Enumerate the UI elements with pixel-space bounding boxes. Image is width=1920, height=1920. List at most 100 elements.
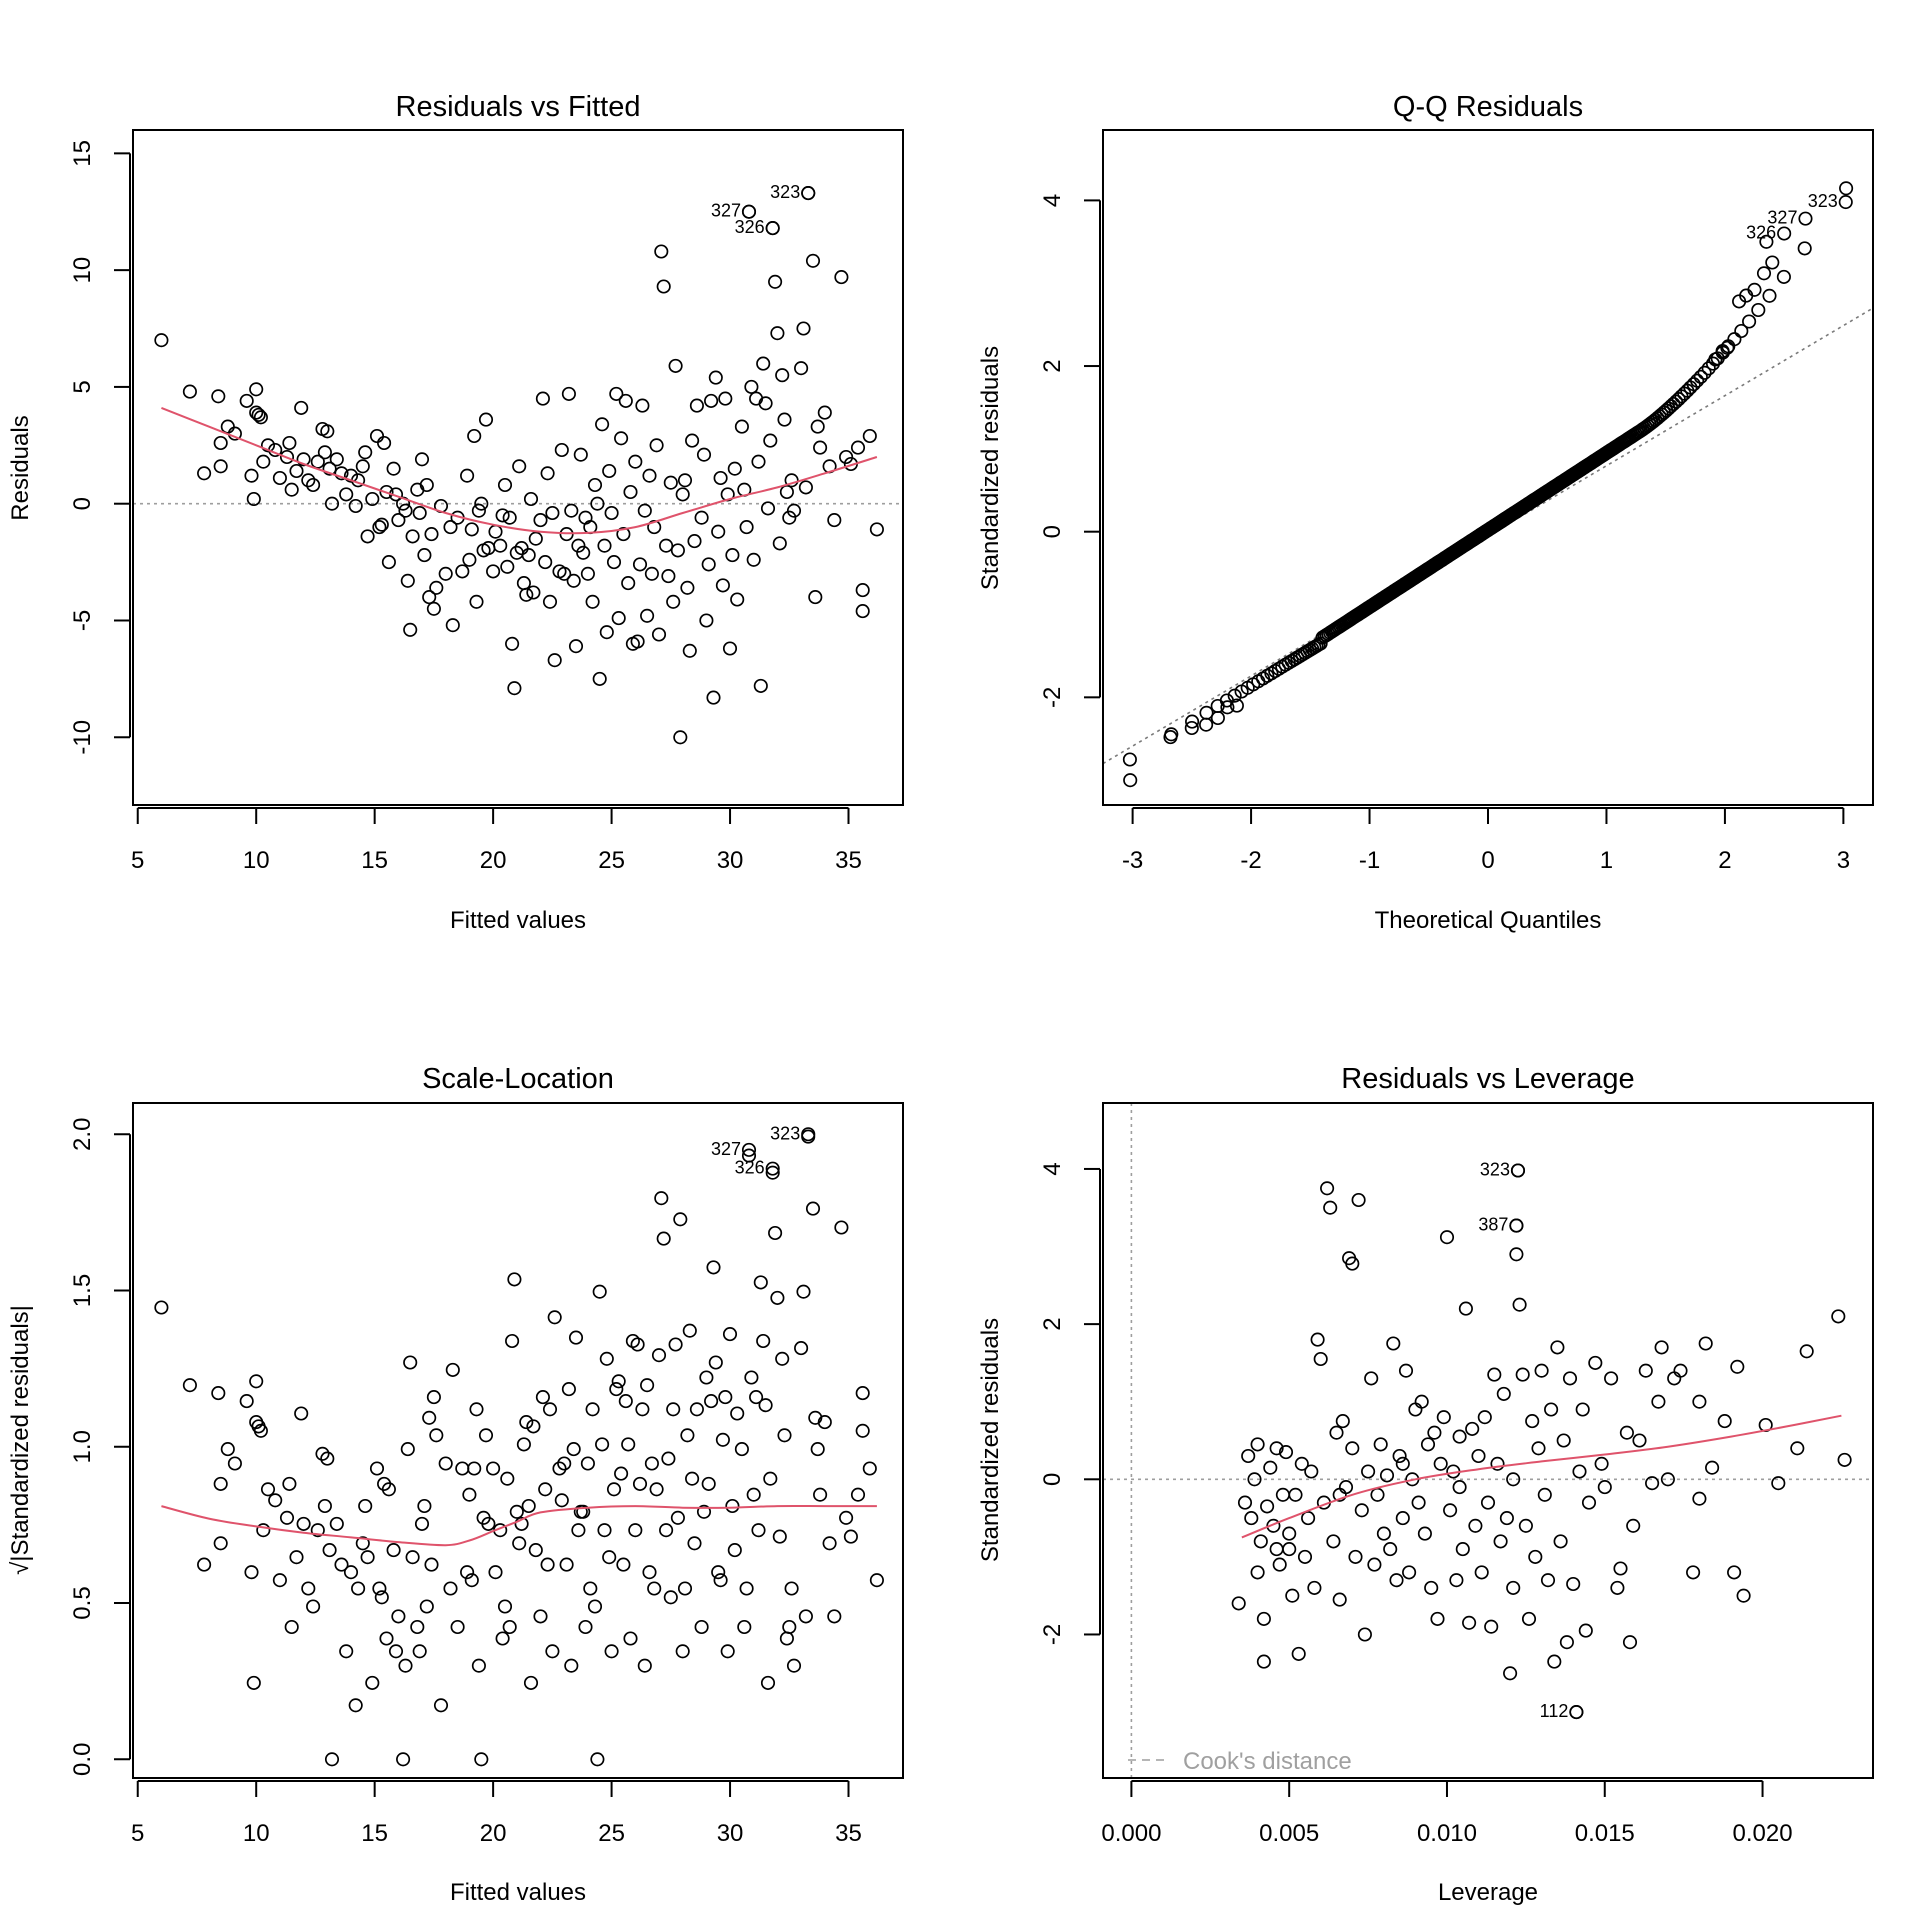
data-point [1452, 1480, 1467, 1495]
smoother-line [161, 407, 878, 535]
data-point [673, 1212, 688, 1227]
data-point [749, 1390, 764, 1405]
data-point [469, 1402, 484, 1417]
data-point [249, 405, 264, 420]
data-point [779, 484, 794, 500]
data-point [1667, 1371, 1682, 1386]
data-point [315, 1446, 330, 1461]
data-point [1638, 1363, 1653, 1378]
data-point [661, 569, 676, 584]
y-axis-label: Standardized residuals [977, 346, 1004, 590]
data-point [1427, 1425, 1442, 1440]
data-point [445, 618, 460, 633]
data-point [1436, 1410, 1451, 1425]
y-axis: 0.0 0.5 1.0 1.5 2.0 [69, 1118, 131, 1776]
x-tick-label: 20 [480, 847, 507, 874]
data-point [1506, 1472, 1521, 1487]
data-point [433, 1698, 449, 1713]
data-point [329, 1516, 344, 1531]
data-point [1367, 1557, 1382, 1572]
data-point [343, 1565, 359, 1580]
data-point [1256, 1611, 1271, 1626]
panel-qq-residuals: Q-Q Residuals Theoretical Quantiles Stan… [977, 91, 1874, 934]
panel-residuals-vs-fitted: Residuals vs Fitted Fitted values Residu… [7, 91, 904, 934]
data-point [663, 475, 678, 490]
data-point [1692, 1491, 1707, 1506]
data-point [1370, 1487, 1385, 1502]
data-point [1581, 1495, 1597, 1510]
data-point [656, 279, 671, 294]
data-point [391, 513, 406, 528]
data-point [768, 1225, 783, 1241]
data-point [500, 559, 515, 574]
data-point [796, 1284, 811, 1299]
data-point [834, 270, 849, 285]
data-point [519, 587, 534, 602]
x-axis: 5 10 15 20 25 30 35 [131, 807, 862, 874]
data-point [320, 1451, 335, 1466]
data-point [675, 1644, 690, 1659]
data-point [1715, 344, 1730, 359]
data-point [1373, 1437, 1388, 1452]
data-point [348, 1698, 363, 1713]
data-point [1278, 1445, 1294, 1460]
data-point [850, 440, 866, 455]
data-point [1717, 1414, 1732, 1429]
data-point [827, 1609, 842, 1624]
data-point [597, 1523, 612, 1538]
data-point [310, 1523, 325, 1538]
data-point [1727, 332, 1742, 347]
data-point [460, 1565, 475, 1580]
data-point [1439, 1230, 1455, 1245]
point-label: 326 [735, 217, 765, 237]
data-point [386, 461, 401, 476]
data-point [1398, 1363, 1414, 1378]
data-point [756, 1333, 771, 1349]
data-point [398, 1658, 413, 1673]
data-point [540, 1557, 555, 1572]
data-point [403, 1355, 418, 1370]
data-point [1474, 1565, 1489, 1580]
point-label: 323 [1808, 191, 1838, 211]
data-point [474, 496, 489, 511]
data-point [1424, 1580, 1439, 1595]
data-point [1383, 1542, 1398, 1557]
data-point [1250, 1437, 1265, 1452]
data-point [1708, 352, 1723, 367]
data-point [1199, 717, 1214, 732]
labeled-point [765, 1161, 780, 1176]
data-point [417, 1498, 432, 1514]
data-point [374, 1590, 389, 1605]
data-point [644, 566, 659, 581]
data-points [1122, 181, 1854, 788]
x-tick-label: 35 [835, 847, 862, 874]
data-point [566, 1442, 581, 1457]
data-point [708, 1355, 723, 1370]
data-point [734, 419, 749, 434]
data-point [488, 1565, 503, 1580]
data-point [599, 1351, 614, 1366]
data-point [1392, 1448, 1407, 1464]
data-point [282, 1476, 297, 1491]
data-point [602, 463, 617, 479]
data-point [777, 412, 792, 427]
y-tick-label: 10 [69, 257, 96, 284]
x-tick-label: 0 [1481, 847, 1494, 874]
data-point [523, 491, 539, 507]
data-point [637, 1658, 652, 1673]
data-point [592, 1284, 607, 1299]
data-point [1241, 1448, 1256, 1464]
data-point [1282, 1526, 1297, 1541]
data-point [1237, 1495, 1253, 1510]
point-label: 327 [1767, 208, 1797, 228]
data-point [1613, 1561, 1628, 1576]
data-point [711, 524, 726, 539]
data-point [1266, 1518, 1281, 1533]
data-point [1462, 1615, 1477, 1630]
data-point [786, 503, 802, 518]
data-point [784, 473, 799, 488]
data-point [616, 1557, 631, 1572]
labeled-point [1509, 1218, 1524, 1233]
data-point [294, 400, 309, 415]
data-point [542, 1402, 558, 1417]
